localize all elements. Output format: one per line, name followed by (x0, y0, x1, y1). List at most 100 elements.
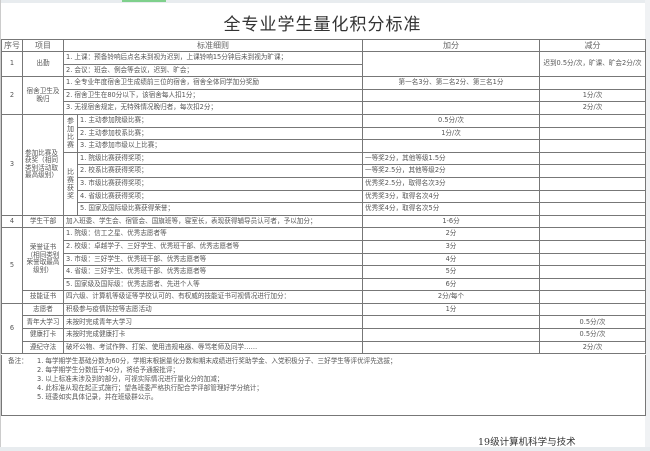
row-no: 4 (1, 214, 23, 229)
rule-cell: 加入班委、学生会、宿管会、国旗班等，寝室长，表现获得辅导员认可者，予以加分； (63, 214, 363, 229)
add-cell: 第一名3分、第二名2分、第三名1分 (362, 76, 540, 90)
rule-cell: 3. 市级比赛获得奖项； (77, 176, 363, 191)
table-row: 4 学生干部 加入班委、学生会、宿管会、国旗班等，寝室长，表现获得辅导员认可者，… (1, 214, 646, 229)
row-item: 出勤 (22, 50, 64, 78)
rule-cell: 5. 国家级及国际级：优秀志愿者、先进个人等 (63, 277, 363, 292)
row-no: 2 (1, 76, 23, 115)
table-row: 青年大学习 未按时完成青年大学习 0.5分/次 (2, 315, 646, 330)
deduct-cell (539, 176, 646, 191)
table-row: 2. 宿舍卫生在80分以下，该宿舍每人扣1分； 1分/次 (2, 88, 646, 103)
table-row: 3. 市级：三好学生、优秀班干部、优秀志愿者等 4分 (2, 252, 646, 267)
deduct-cell (539, 302, 646, 317)
table-row: 3. 无视宿舍规定，无特殊情况晚归者，每次扣2分； 2分/次 (2, 101, 646, 115)
award-label: 比赛获奖 (63, 151, 78, 216)
deduct-cell (539, 113, 646, 128)
table-row: 技能证书 四六级、计算机等级证等学校认可的、有权威的技能证书可视情况进行加分： … (2, 290, 646, 304)
table-row: 2. 校系比赛获得奖项； 一等奖2.5分，其他等级2分 (2, 164, 646, 178)
sheet-right-gutter (645, 0, 650, 451)
add-cell: 2分 (362, 227, 540, 241)
deduct-cell (539, 277, 646, 292)
header-rule: 标准细则 (63, 39, 363, 52)
table-row: 遵纪守法 破坏公物、考试作弊、打架、使用违规电器、辱骂老师及同学…… 2分/次 (2, 340, 646, 355)
row-item: 学生干部 (22, 214, 64, 229)
add-cell: 优秀奖2.5分，取得名次3分 (362, 176, 540, 191)
row-no: 5 (1, 227, 23, 304)
table-row: 3. 主动参加市级以上比赛； (2, 139, 646, 153)
rule-cell: 1. 主动参加院级比赛； (77, 113, 363, 128)
deduct-cell (539, 239, 646, 254)
rule-cell: 2. 校系比赛获得奖项； (77, 164, 363, 178)
table-row: 3 参加比赛及获奖（相同类别活动取最高级别） 参加比赛 1. 主动参加院级比赛；… (1, 113, 646, 216)
row-item: 宿舍卫生及晚归 (22, 76, 64, 115)
deduct-cell: 2分/次 (539, 340, 646, 355)
table-row: 4. 省级：三好学生、优秀班干部、优秀志愿者等 5分 (2, 265, 646, 279)
rule-cell: 3. 市级：三好学生、优秀班干部、优秀志愿者等 (63, 252, 363, 267)
add-cell: 优秀奖4分，取得名次5分 (362, 202, 540, 216)
table-row: 5 荣誉证书（相同类别荣誉取最高级别） 1. 院级：信工之星、优秀志愿者等 2分 (1, 227, 646, 304)
row-item: 青年大学习 (22, 315, 64, 330)
deduct-cell: 迟到0.5分/次，旷课、旷会2分/次 (539, 50, 646, 78)
sheet-left-border (0, 0, 1, 451)
add-cell (362, 340, 540, 355)
rule-cell: 1. 上课：预备铃响后点名未到视为迟到，上课铃响15分钟后未到视为旷课； (63, 51, 363, 65)
rule-cell: 1. 院级：信工之星、优秀志愿者等 (63, 227, 363, 241)
deduct-cell (539, 164, 646, 178)
deduct-cell: 1分/次 (539, 88, 646, 103)
add-cell: 6分 (362, 277, 540, 292)
header-item: 项目 (22, 39, 64, 52)
remark-item: 3. 以上标准未涉及到的部分，可视实际情况进行量化分的加减； (37, 375, 224, 383)
row-item: 荣誉证书（相同类别荣誉取最高级别） (22, 227, 64, 292)
rule-cell: 4. 省级：三好学生、优秀班干部、优秀志愿者等 (63, 265, 363, 279)
add-cell (362, 101, 540, 115)
deduct-cell (539, 265, 646, 279)
table-row: 6 志愿者 积极参与疫情防控等志愿活动 1分 (1, 302, 646, 355)
deduct-cell (539, 126, 646, 141)
page-title: 全专业学生量化积分标准 (223, 15, 422, 35)
deduct-cell: 0.5分/次 (539, 315, 646, 330)
header-deduct: 减分 (539, 39, 646, 52)
deduct-cell (539, 214, 646, 229)
deduct-cell (539, 151, 646, 166)
add-cell: 0.5分/次 (362, 113, 540, 128)
remark-item: 2. 每学期学生分数低于40分，将给予通报批评； (37, 366, 180, 374)
remark-item: 1. 每学期学生基础分数为60分，学期末根据量化分数和期末成绩进行奖助学金、入党… (37, 357, 397, 365)
header-add: 加分 (362, 39, 540, 52)
rule-cell: 5. 国家及国际级比赛获得荣誉； (77, 202, 363, 216)
remark-item: 5. 班委如实具体记录，并在班级群公示。 (37, 393, 158, 401)
row-item: 健康打卡 (22, 328, 64, 342)
row-no: 6 (1, 302, 23, 355)
header-no: 序号 (1, 39, 23, 52)
row-item: 技能证书 (22, 290, 64, 304)
rule-cell: 2. 校级：卓越学子、三好学生、优秀班干部、优秀志愿者等 (63, 239, 363, 254)
row-item: 遵纪守法 (22, 340, 64, 355)
add-cell (362, 139, 540, 153)
rule-cell: 2. 会议：班会、例会等会议，迟到、旷会； (63, 63, 363, 78)
add-cell: 一等奖2分，其他等级1.5分 (362, 151, 540, 166)
rule-cell: 4. 省级比赛获得奖项； (77, 189, 363, 204)
table-row: 3. 市级比赛获得奖项； 优秀奖2.5分，取得名次3分 (2, 176, 646, 191)
add-cell: 1分/次 (362, 126, 540, 141)
header-row: 序号 项目 标准细则 加分 减分 (1, 39, 646, 52)
rule-cell: 未按时完成青年大学习 (63, 315, 363, 330)
add-cell: 1-6分 (362, 214, 540, 229)
remarks-label: 备注： (8, 357, 28, 365)
row-item: 志愿者 (22, 302, 64, 317)
add-cell: 5分 (362, 265, 540, 279)
table-row: 2. 校级：卓越学子、三好学生、优秀班干部、优秀志愿者等 3分 (2, 239, 646, 254)
deduct-cell (539, 290, 646, 304)
deduct-cell (539, 76, 646, 90)
scoring-table: 序号 项目 标准细则 加分 减分 1 出勤 1. 上课：预备铃响后点名未到视为迟… (1, 39, 646, 355)
add-cell: 优秀奖3分，取得名次4分 (362, 189, 540, 204)
rule-cell: 1. 院级比赛获得奖项； (77, 151, 363, 166)
rule-cell: 四六级、计算机等级证等学校认可的、有权威的技能证书可视情况进行加分： (63, 290, 363, 304)
deduct-cell (539, 227, 646, 241)
remark-item: 4. 此标准从现在起正式施行；望各班委严格执行配合学评部管理好学分统计； (37, 384, 263, 392)
add-cell: 3分 (362, 239, 540, 254)
rule-cell: 2. 宿舍卫生在80分以下，该宿舍每人扣1分； (63, 88, 363, 103)
add-cell: 一等奖2.5分，其他等级2分 (362, 164, 540, 178)
add-cell: 1分 (362, 302, 540, 317)
class-signature: 19级计算机科学与技术 (478, 437, 576, 448)
add-cell: 4分 (362, 252, 540, 267)
rule-cell: 未按时完成健康打卡 (63, 328, 363, 342)
row-no: 1 (1, 50, 23, 78)
